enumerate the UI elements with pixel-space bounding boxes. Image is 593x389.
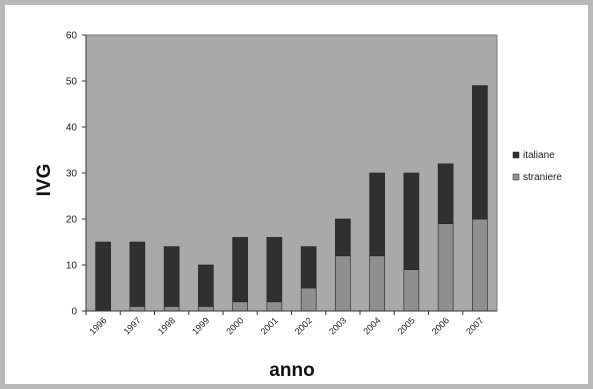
x-axis: 1996 1997 1998 1999 2000 2001 2002 2003 2004 2005… bbox=[85, 310, 497, 337]
y-tick-label: 60 bbox=[66, 31, 78, 42]
legend-label-italiane: italiane bbox=[523, 150, 555, 161]
x-tick-label: 1996 bbox=[87, 315, 108, 336]
bar-straniere-1998 bbox=[163, 306, 180, 312]
bars-group bbox=[95, 85, 488, 312]
x-axis-title: anno bbox=[269, 360, 314, 381]
x-tick-label: 2004 bbox=[361, 315, 382, 336]
bar-italiane-1998 bbox=[163, 246, 180, 307]
y-tick-label: 40 bbox=[66, 123, 78, 134]
bar-italiane-2001 bbox=[266, 237, 283, 303]
bar-italiane-2005 bbox=[403, 172, 420, 270]
legend: italiane straniere bbox=[512, 150, 562, 183]
x-tick-label: 2007 bbox=[464, 315, 485, 336]
bar-straniere-2004 bbox=[369, 255, 385, 312]
y-tick-label: 0 bbox=[71, 307, 77, 318]
bar-straniere-2005 bbox=[403, 269, 420, 312]
bar-italiane-2004 bbox=[369, 172, 385, 257]
bar-straniere-1997 bbox=[129, 306, 146, 312]
x-tick-label: 2006 bbox=[430, 315, 451, 336]
legend-swatch-italiane bbox=[512, 151, 520, 159]
bar-straniere-2002 bbox=[300, 287, 317, 312]
legend-swatch-straniere bbox=[512, 173, 520, 181]
bar-italiane-2006 bbox=[437, 163, 454, 224]
bar-italiane-2000 bbox=[232, 237, 248, 303]
x-tick-label: 2000 bbox=[224, 315, 245, 336]
x-tick-label: 1999 bbox=[190, 315, 211, 336]
bar-italiane-1999 bbox=[198, 264, 214, 307]
plot-area bbox=[85, 34, 498, 312]
bar-italiane-2007 bbox=[472, 85, 488, 220]
x-tick-label: 2003 bbox=[327, 315, 348, 336]
bar-italiane-1997 bbox=[129, 241, 146, 307]
x-tick-label: 2001 bbox=[259, 315, 280, 336]
bar-straniere-2003 bbox=[335, 255, 351, 312]
x-tick-label: 2005 bbox=[396, 315, 417, 336]
bar-italiane-2003 bbox=[335, 218, 351, 257]
bar-straniere-1999 bbox=[198, 306, 214, 312]
x-tick-label: 2002 bbox=[293, 315, 314, 336]
y-tick-label: 10 bbox=[66, 261, 78, 272]
bar-straniere-2007 bbox=[472, 218, 488, 312]
legend-label-straniere: straniere bbox=[523, 172, 562, 183]
x-tick-label: 1998 bbox=[156, 315, 177, 336]
y-axis-title: IVG bbox=[34, 164, 55, 197]
y-tick-label: 50 bbox=[66, 77, 78, 88]
bar-italiane-1996 bbox=[95, 241, 111, 312]
bar-straniere-2001 bbox=[266, 301, 283, 312]
x-tick-label: 1997 bbox=[122, 315, 143, 336]
bar-italiane-2002 bbox=[300, 246, 317, 289]
y-axis: 0 10 20 30 40 50 60 bbox=[66, 31, 87, 318]
y-tick-label: 20 bbox=[66, 215, 78, 226]
y-tick-label: 30 bbox=[66, 169, 78, 180]
bar-straniere-2000 bbox=[232, 301, 248, 312]
bar-straniere-2006 bbox=[437, 223, 454, 312]
